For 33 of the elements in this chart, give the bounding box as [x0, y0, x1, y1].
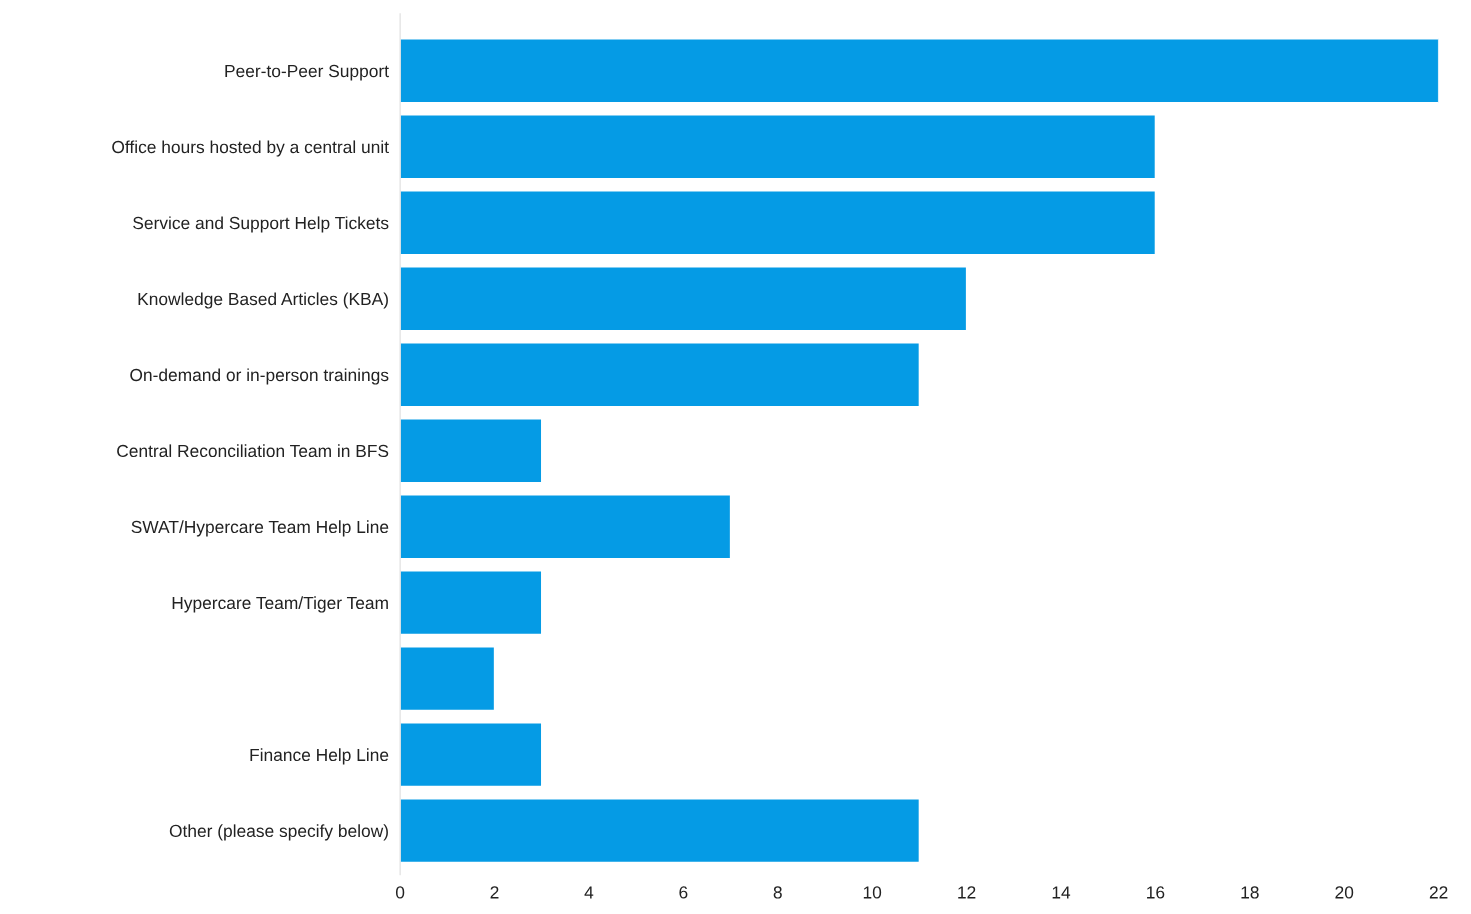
- x-tick-label: 14: [1052, 886, 1071, 899]
- bar: [400, 798, 921, 864]
- bar: [400, 418, 543, 484]
- x-tick-label: 4: [584, 886, 594, 899]
- y-tick-label: Other (please specify below): [169, 824, 388, 841]
- y-tick-label: SWAT/Hypercare Team Help Line: [131, 520, 389, 537]
- y-tick-label: On-demand or in-person trainings: [130, 368, 389, 385]
- bar: [400, 646, 496, 712]
- x-tick-label: 12: [958, 886, 976, 899]
- x-tick-label: 8: [773, 886, 782, 899]
- bar: [400, 190, 1157, 256]
- x-tick-label: 20: [1335, 886, 1354, 899]
- x-tick-label: 6: [679, 886, 688, 899]
- bar: [400, 114, 1157, 180]
- x-tick-label: 0: [395, 886, 405, 899]
- x-tick-label: 2: [490, 886, 499, 899]
- y-tick-label: Service and Support Help Tickets: [133, 216, 389, 233]
- y-tick-label: Peer-to-Peer Support: [225, 64, 389, 81]
- bar: [400, 38, 1439, 104]
- x-tick-label: 18: [1241, 886, 1259, 899]
- bar: [400, 266, 968, 332]
- y-tick-label: Office hours hosted by a central unit: [112, 140, 389, 157]
- bar: [400, 722, 543, 788]
- x-tick-label: 16: [1147, 886, 1165, 899]
- bar: [400, 570, 543, 636]
- bar: [400, 494, 732, 560]
- y-tick-label: Knowledge Based Articles (KBA): [138, 292, 388, 309]
- x-tick-label: 22: [1429, 886, 1448, 899]
- y-tick-label: Central Reconciliation Team in BFS: [117, 444, 389, 458]
- bar: [400, 342, 921, 408]
- y-tick-label: Hypercare Team/Tiger Team: [172, 596, 388, 613]
- y-tick-label: Finance Help Line: [250, 748, 389, 765]
- x-tick-label: 10: [863, 886, 882, 899]
